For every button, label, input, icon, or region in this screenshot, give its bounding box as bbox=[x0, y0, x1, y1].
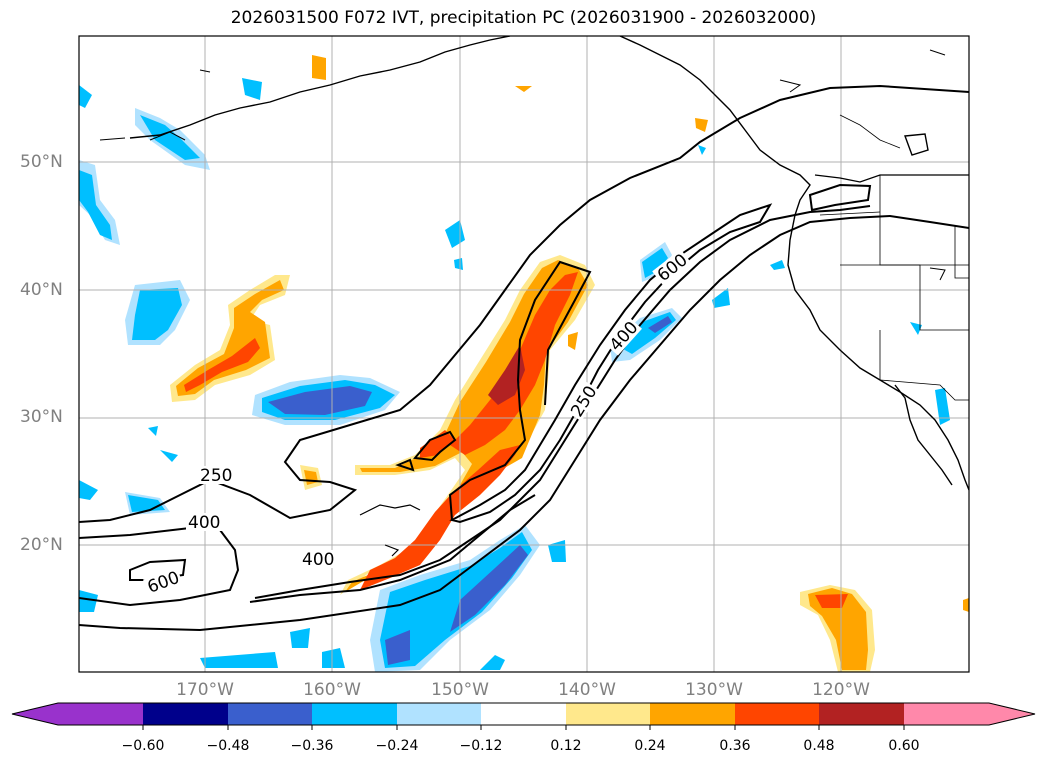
contour-label-layer: 250 400 400 600 600 400 250 bbox=[142, 249, 692, 598]
colorbar-bin-9 bbox=[735, 703, 819, 725]
colorbar-bin-10 bbox=[819, 703, 904, 725]
colorbar-bin-11 bbox=[904, 703, 989, 725]
ivt-250-contour bbox=[79, 84, 969, 523]
contour-label-250-west: 250 bbox=[200, 466, 232, 486]
colorbar-bin-4 bbox=[312, 703, 397, 725]
ivt-600-contour bbox=[129, 558, 187, 581]
contour-label-400-central: 400 bbox=[302, 550, 334, 570]
colorbar-bin-8 bbox=[650, 703, 735, 725]
colorbar-bin-3 bbox=[228, 703, 312, 725]
colorbar-bin-6 bbox=[481, 703, 566, 725]
lon-label-120w: 120°W bbox=[812, 680, 870, 700]
colorbar-bin-1 bbox=[58, 703, 143, 725]
lon-label-150w: 150°W bbox=[431, 680, 489, 700]
colorbar-tick-label: −0.48 bbox=[206, 738, 250, 754]
coastlines bbox=[99, 36, 969, 557]
colorbar-tick-label: 0.36 bbox=[719, 738, 751, 754]
colorbar-extend-low bbox=[12, 703, 58, 725]
colorbar-bin-7 bbox=[566, 703, 650, 725]
state-borders bbox=[819, 114, 969, 401]
ivt-250-contour-south bbox=[79, 214, 969, 632]
lat-label-30n: 30°N bbox=[20, 407, 63, 427]
contour-label-600-west: 600 bbox=[145, 568, 182, 598]
colorbar-tick-label: −0.60 bbox=[121, 738, 165, 754]
lat-label-40n: 40°N bbox=[20, 280, 63, 300]
contour-label-400-west: 400 bbox=[188, 513, 220, 533]
colorbar-bin-5 bbox=[397, 703, 481, 725]
negative-precip-regions bbox=[79, 78, 950, 672]
colorbar-bin-2 bbox=[143, 703, 228, 725]
lon-label-140w: 140°W bbox=[558, 680, 616, 700]
lat-label-50n: 50°N bbox=[20, 152, 63, 172]
ivt-400-contour bbox=[79, 526, 240, 607]
positive-precip-regions bbox=[170, 55, 969, 672]
colorbar-tick-label: −0.36 bbox=[290, 738, 334, 754]
lon-label-130w: 130°W bbox=[685, 680, 743, 700]
colorbar-tick-label: 0.48 bbox=[803, 738, 835, 754]
colorbar-extend-high bbox=[989, 703, 1035, 725]
colorbar-tick-label: −0.24 bbox=[375, 738, 419, 754]
lat-label-20n: 20°N bbox=[20, 535, 63, 555]
colorbar-tick-label: 0.24 bbox=[634, 738, 666, 754]
map-frame bbox=[78, 35, 970, 673]
colorbar-tick-label: −0.12 bbox=[459, 738, 503, 754]
colorbar-tick-label: 0.60 bbox=[888, 738, 920, 754]
colorbar bbox=[11, 702, 1036, 730]
map-title: 2026031500 F072 IVT, precipitation PC (2… bbox=[230, 8, 817, 28]
lon-label-170w: 170°W bbox=[176, 680, 234, 700]
colorbar-tick-label: 0.12 bbox=[550, 738, 582, 754]
lon-label-160w: 160°W bbox=[303, 680, 361, 700]
colorbar-outline bbox=[11, 702, 1036, 726]
ivt-contours bbox=[79, 84, 969, 632]
